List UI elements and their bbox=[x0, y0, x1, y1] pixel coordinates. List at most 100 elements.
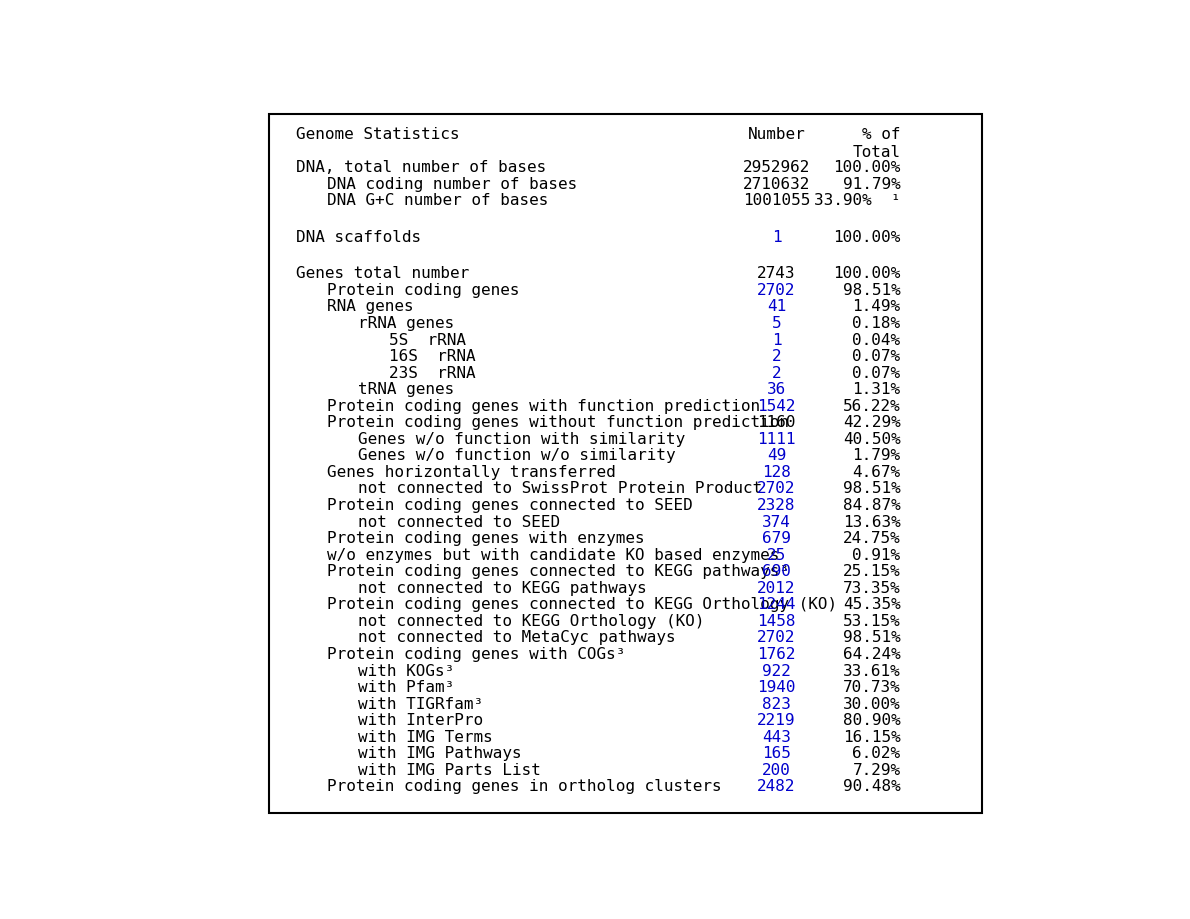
Text: w/o enzymes but with candidate KO based enzymes: w/o enzymes but with candidate KO based … bbox=[327, 548, 779, 562]
Text: rRNA genes: rRNA genes bbox=[358, 316, 455, 331]
Text: 1542: 1542 bbox=[757, 399, 796, 414]
Text: 1160: 1160 bbox=[757, 415, 796, 430]
Text: with IMG Terms: with IMG Terms bbox=[358, 730, 493, 744]
Text: 0.18%: 0.18% bbox=[852, 316, 901, 331]
Text: 0.91%: 0.91% bbox=[852, 548, 901, 562]
Text: 200: 200 bbox=[762, 763, 791, 777]
Text: 40.50%: 40.50% bbox=[843, 432, 901, 447]
Text: 1244: 1244 bbox=[757, 597, 796, 612]
Text: 24.75%: 24.75% bbox=[843, 531, 901, 546]
Text: 53.15%: 53.15% bbox=[843, 614, 901, 629]
Text: 1: 1 bbox=[771, 333, 782, 347]
Text: 2710632: 2710632 bbox=[743, 176, 810, 192]
Text: 1.49%: 1.49% bbox=[852, 300, 901, 314]
Text: 1.31%: 1.31% bbox=[852, 382, 901, 397]
Bar bbox=[269, 114, 982, 812]
Text: 1: 1 bbox=[771, 230, 782, 244]
Text: 80.90%: 80.90% bbox=[843, 713, 901, 728]
Text: 91.79%: 91.79% bbox=[843, 176, 901, 192]
Text: 16S  rRNA: 16S rRNA bbox=[389, 349, 476, 364]
Text: 2: 2 bbox=[771, 349, 782, 364]
Text: 33.90%  ¹: 33.90% ¹ bbox=[814, 193, 901, 209]
Text: 16.15%: 16.15% bbox=[843, 730, 901, 744]
Text: Genes w/o function with similarity: Genes w/o function with similarity bbox=[358, 432, 685, 447]
Text: 84.87%: 84.87% bbox=[843, 498, 901, 513]
Text: 49: 49 bbox=[766, 448, 787, 463]
Text: 45.35%: 45.35% bbox=[843, 597, 901, 612]
Text: not connected to SEED: not connected to SEED bbox=[358, 515, 560, 529]
Text: 2952962: 2952962 bbox=[743, 160, 810, 176]
Text: 2482: 2482 bbox=[757, 779, 796, 795]
Text: 823: 823 bbox=[762, 697, 791, 711]
Text: DNA, total number of bases: DNA, total number of bases bbox=[296, 160, 546, 176]
Text: 30.00%: 30.00% bbox=[843, 697, 901, 711]
Text: 679: 679 bbox=[762, 531, 791, 546]
Text: Protein coding genes connected to KEGG Orthology (KO): Protein coding genes connected to KEGG O… bbox=[327, 597, 837, 612]
Text: 98.51%: 98.51% bbox=[843, 630, 901, 645]
Text: DNA G+C number of bases: DNA G+C number of bases bbox=[327, 193, 549, 209]
Text: 2702: 2702 bbox=[757, 630, 796, 645]
Text: 33.61%: 33.61% bbox=[843, 664, 901, 678]
Text: 1111: 1111 bbox=[757, 432, 796, 447]
Text: 1001055: 1001055 bbox=[743, 193, 810, 209]
Text: not connected to SwissProt Protein Product: not connected to SwissProt Protein Produ… bbox=[358, 482, 763, 496]
Text: 5S  rRNA: 5S rRNA bbox=[389, 333, 466, 347]
Text: 2219: 2219 bbox=[757, 713, 796, 728]
Text: 165: 165 bbox=[762, 746, 791, 761]
Text: DNA scaffolds: DNA scaffolds bbox=[296, 230, 421, 244]
Text: 42.29%: 42.29% bbox=[843, 415, 901, 430]
Text: 2702: 2702 bbox=[757, 482, 796, 496]
Text: 6.02%: 6.02% bbox=[852, 746, 901, 761]
Text: RNA genes: RNA genes bbox=[327, 300, 414, 314]
Text: 5: 5 bbox=[771, 316, 782, 331]
Text: Protein coding genes without function prediction: Protein coding genes without function pr… bbox=[327, 415, 789, 430]
Text: 90.48%: 90.48% bbox=[843, 779, 901, 795]
Text: not connected to MetaCyc pathways: not connected to MetaCyc pathways bbox=[358, 630, 676, 645]
Text: 100.00%: 100.00% bbox=[833, 230, 901, 244]
Text: not connected to KEGG Orthology (KO): not connected to KEGG Orthology (KO) bbox=[358, 614, 704, 629]
Text: with IMG Pathways: with IMG Pathways bbox=[358, 746, 521, 761]
Text: 100.00%: 100.00% bbox=[833, 267, 901, 281]
Text: 374: 374 bbox=[762, 515, 791, 529]
Text: Protein coding genes: Protein coding genes bbox=[327, 283, 520, 298]
Text: 1458: 1458 bbox=[757, 614, 796, 629]
Text: with InterPro: with InterPro bbox=[358, 713, 483, 728]
Text: Genes w/o function w/o similarity: Genes w/o function w/o similarity bbox=[358, 448, 676, 463]
Text: 2012: 2012 bbox=[757, 581, 796, 596]
Text: 56.22%: 56.22% bbox=[843, 399, 901, 414]
Text: tRNA genes: tRNA genes bbox=[358, 382, 455, 397]
Text: 25.15%: 25.15% bbox=[843, 564, 901, 579]
Text: 73.35%: 73.35% bbox=[843, 581, 901, 596]
Text: 0.07%: 0.07% bbox=[852, 366, 901, 380]
Text: Protein coding genes connected to KEGG pathways³: Protein coding genes connected to KEGG p… bbox=[327, 564, 789, 579]
Text: 1762: 1762 bbox=[757, 647, 796, 662]
Text: 128: 128 bbox=[762, 465, 791, 480]
Text: 25: 25 bbox=[766, 548, 787, 562]
Text: with Pfam³: with Pfam³ bbox=[358, 680, 455, 695]
Text: Protein coding genes in ortholog clusters: Protein coding genes in ortholog cluster… bbox=[327, 779, 721, 795]
Text: Number: Number bbox=[747, 127, 806, 142]
Text: Genes total number: Genes total number bbox=[296, 267, 469, 281]
Text: % of
Total: % of Total bbox=[852, 127, 901, 160]
Text: 64.24%: 64.24% bbox=[843, 647, 901, 662]
Text: 36: 36 bbox=[766, 382, 787, 397]
Text: 70.73%: 70.73% bbox=[843, 680, 901, 695]
Text: not connected to KEGG pathways: not connected to KEGG pathways bbox=[358, 581, 646, 596]
Text: 2702: 2702 bbox=[757, 283, 796, 298]
Text: 13.63%: 13.63% bbox=[843, 515, 901, 529]
Text: 98.51%: 98.51% bbox=[843, 482, 901, 496]
Text: 41: 41 bbox=[766, 300, 787, 314]
Text: Protein coding genes with enzymes: Protein coding genes with enzymes bbox=[327, 531, 645, 546]
Text: Genes horizontally transferred: Genes horizontally transferred bbox=[327, 465, 615, 480]
Text: 443: 443 bbox=[762, 730, 791, 744]
Text: 2328: 2328 bbox=[757, 498, 796, 513]
Text: 1.79%: 1.79% bbox=[852, 448, 901, 463]
Text: Protein coding genes with function prediction: Protein coding genes with function predi… bbox=[327, 399, 760, 414]
Text: with IMG Parts List: with IMG Parts List bbox=[358, 763, 541, 777]
Text: 23S  rRNA: 23S rRNA bbox=[389, 366, 476, 380]
Text: 7.29%: 7.29% bbox=[852, 763, 901, 777]
Text: Protein coding genes connected to SEED: Protein coding genes connected to SEED bbox=[327, 498, 693, 513]
Text: 0.04%: 0.04% bbox=[852, 333, 901, 347]
Text: 4.67%: 4.67% bbox=[852, 465, 901, 480]
Text: 1940: 1940 bbox=[757, 680, 796, 695]
